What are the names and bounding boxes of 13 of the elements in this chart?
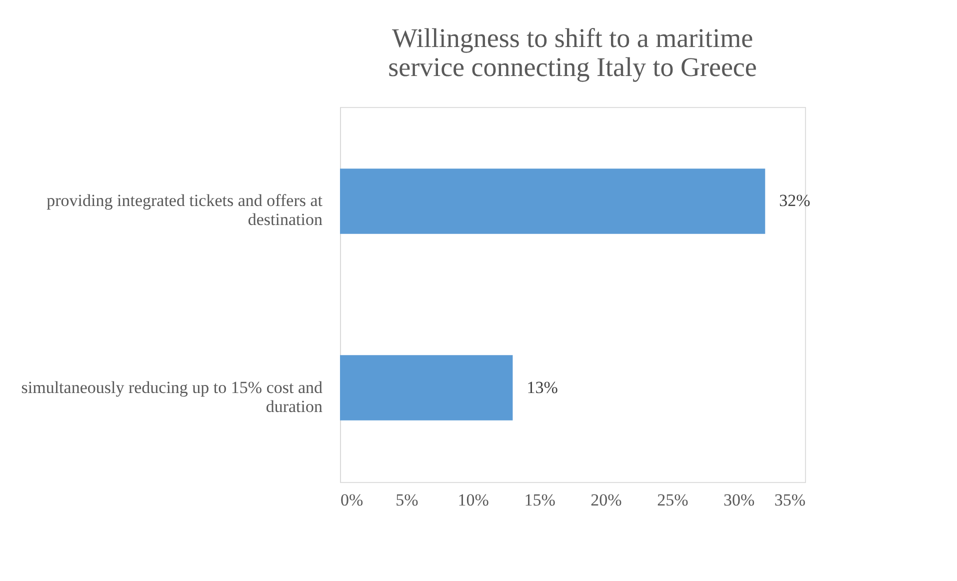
chart-title: Willingness to shift to a maritime service connecting Italy to Greece — [388, 23, 757, 82]
x-tick-label: 0% — [340, 490, 364, 510]
data-label: 13% — [526, 378, 558, 397]
x-tick-label: 5% — [396, 490, 418, 510]
y-tick-label: providing integrated tickets and offers at destination — [46, 191, 323, 230]
x-tick-label: 30% — [723, 490, 755, 510]
data-label: 32% — [779, 191, 810, 210]
x-tick-label: 20% — [590, 490, 622, 510]
x-tick-label: 25% — [657, 490, 688, 510]
y-tick-label: simultaneously reducing up to 15% cost and duration — [21, 378, 323, 416]
x-tick-label: 15% — [524, 490, 556, 510]
x-tick-label: 35% — [774, 490, 806, 510]
x-tick-label: 10% — [458, 490, 489, 510]
